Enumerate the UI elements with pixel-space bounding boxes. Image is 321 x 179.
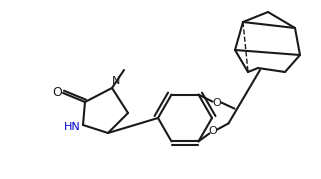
Text: O: O xyxy=(208,126,217,136)
Text: O: O xyxy=(52,86,62,98)
Text: HN: HN xyxy=(64,122,80,132)
Text: O: O xyxy=(212,98,221,108)
Text: N: N xyxy=(112,76,120,86)
